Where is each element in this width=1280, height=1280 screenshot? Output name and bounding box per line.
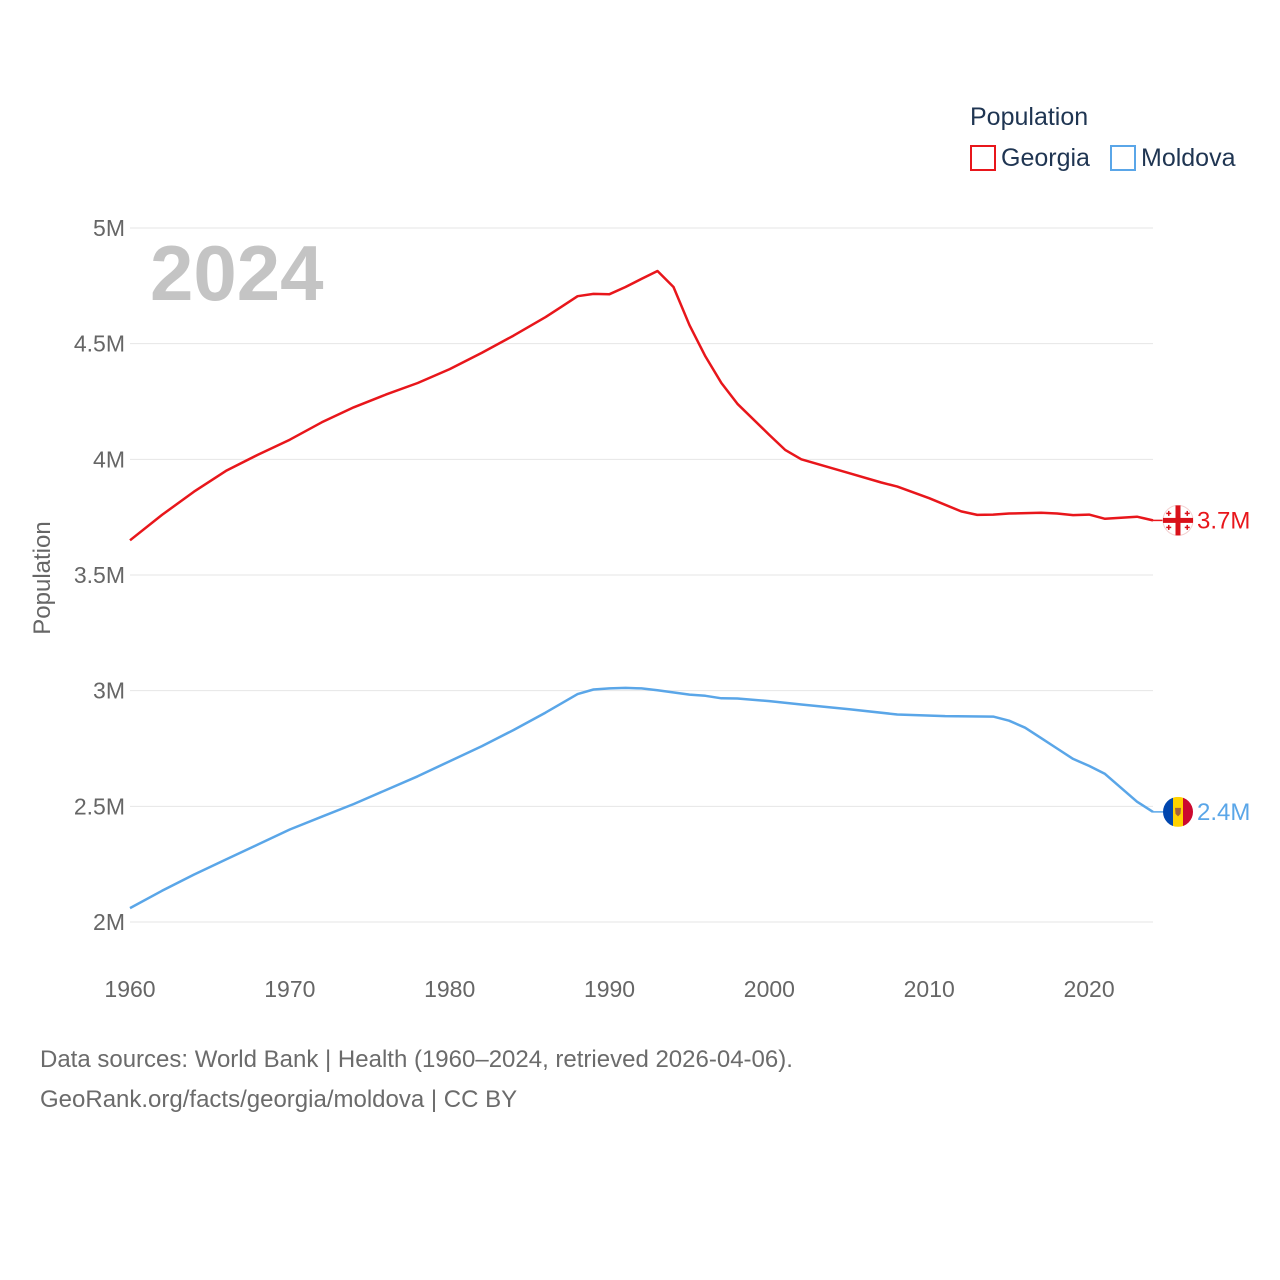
x-tick-label: 1990	[584, 976, 635, 1002]
y-tick-label: 3M	[93, 678, 125, 704]
y-tick-label: 2M	[93, 909, 125, 935]
legend-item-georgia[interactable]: Georgia	[970, 144, 1090, 172]
legend: Population Georgia Moldova	[970, 103, 1236, 172]
legend-item-moldova[interactable]: Moldova	[1110, 144, 1236, 172]
legend-label-moldova: Moldova	[1141, 144, 1236, 172]
source-link[interactable]: GeoRank.org/facts/georgia/moldova | CC B…	[40, 1086, 518, 1113]
moldova-flag-icon	[1163, 796, 1193, 827]
moldova-end-marker: 2.4M	[1153, 796, 1250, 827]
georgia-flag-icon	[1162, 504, 1194, 536]
legend-label-georgia: Georgia	[1001, 144, 1090, 172]
footer: Data sources: World Bank | Health (1960–…	[40, 1040, 793, 1120]
legend-swatch-georgia	[970, 145, 996, 171]
series-line-georgia	[129, 269, 1154, 542]
x-tick-label: 2000	[744, 976, 795, 1002]
x-tick-label: 1980	[424, 976, 475, 1002]
x-axis-ticks: 1960 1970 1980 1990 2000 2010 2020	[104, 976, 1114, 1002]
legend-title: Population	[970, 103, 1088, 131]
x-tick-label: 2010	[904, 976, 955, 1002]
y-tick-label: 2.5M	[74, 793, 125, 819]
x-tick-label: 2020	[1063, 976, 1114, 1002]
series-lines	[129, 269, 1154, 910]
georgia-end-marker: 3.7M	[1153, 504, 1250, 536]
y-tick-label: 4.5M	[74, 331, 125, 357]
x-tick-label: 1960	[104, 976, 155, 1002]
legend-swatch-moldova	[1110, 145, 1136, 171]
y-axis-ticks: 2M 2.5M 3M 3.5M 4M 4.5M 5M	[74, 215, 125, 935]
year-label: 2024	[150, 229, 324, 317]
gridlines	[130, 227, 1153, 923]
georgia-end-label: 3.7M	[1197, 507, 1250, 534]
data-sources-text: Data sources: World Bank | Health (1960–…	[40, 1046, 793, 1073]
y-tick-label: 5M	[93, 215, 125, 241]
y-tick-label: 3.5M	[74, 562, 125, 588]
moldova-end-label: 2.4M	[1197, 799, 1250, 826]
series-line-moldova	[129, 686, 1154, 910]
x-tick-label: 1970	[264, 976, 315, 1002]
y-tick-label: 4M	[93, 446, 125, 472]
y-axis-title: Population	[29, 521, 56, 634]
line-chart: Population Georgia Moldova 2M 2.5M 3M 3.5M 4…	[29, 103, 1250, 1002]
